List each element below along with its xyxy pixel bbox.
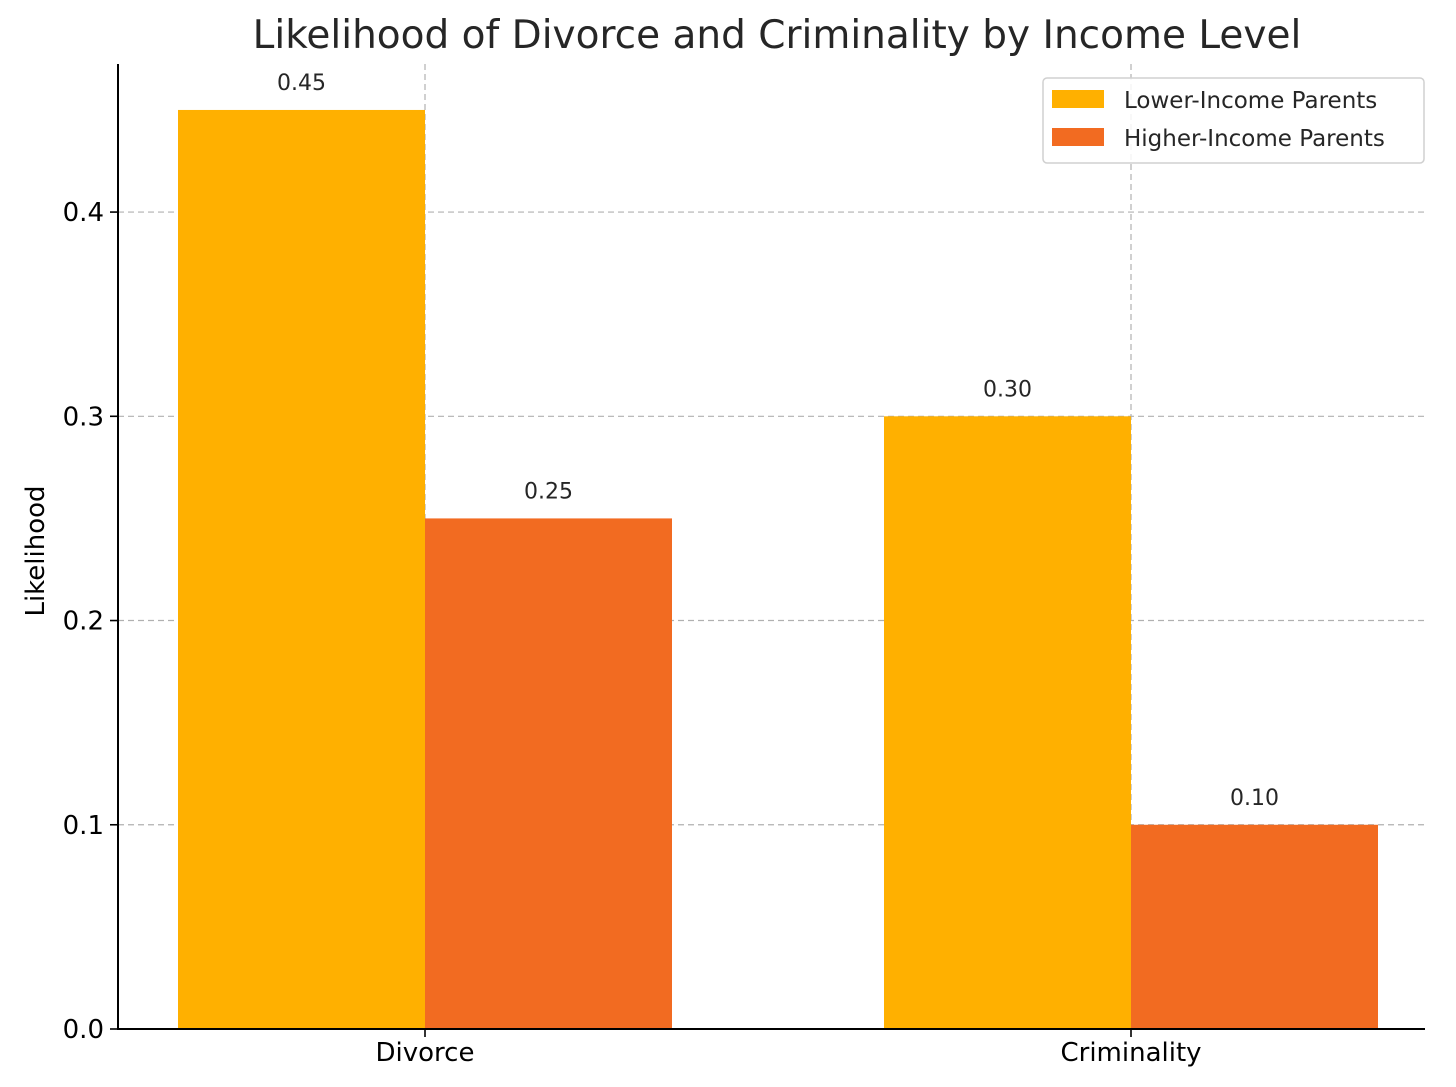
y-tick-label-0: 0.0 xyxy=(63,1015,104,1045)
legend: Lower-Income Parents Higher-Income Paren… xyxy=(1042,77,1425,164)
legend-swatch-lower-income xyxy=(1052,90,1104,108)
legend-label-lower-income: Lower-Income Parents xyxy=(1124,88,1377,114)
x-tick-label-divorce: Divorce xyxy=(376,1038,475,1068)
y-tick-label-1: 0.1 xyxy=(63,811,104,841)
value-label-criminality-lower-income: 0.30 xyxy=(983,377,1032,402)
value-label-divorce-higher-income: 0.25 xyxy=(524,479,573,504)
y-ticks: 0.0 0.1 0.2 0.3 0.4 xyxy=(63,198,118,1045)
bar-divorce-higher-income xyxy=(425,518,672,1029)
x-tick-label-criminality: Criminality xyxy=(1060,1038,1201,1068)
bar-divorce-lower-income xyxy=(178,109,425,1029)
bar-criminality-higher-income xyxy=(1131,824,1378,1029)
legend-box xyxy=(1042,77,1425,164)
y-axis-label: Likelihood xyxy=(21,485,51,616)
chart-title: Likelihood of Divorce and Criminality by… xyxy=(253,13,1302,58)
y-tick-label-3: 0.3 xyxy=(63,402,104,432)
legend-swatch-higher-income xyxy=(1052,128,1104,146)
bars xyxy=(178,109,1378,1029)
legend-label-higher-income: Higher-Income Parents xyxy=(1124,126,1385,152)
x-ticks: Divorce Criminality xyxy=(376,1029,1202,1068)
y-tick-label-2: 0.2 xyxy=(63,607,104,637)
bar-criminality-lower-income xyxy=(884,416,1131,1029)
y-tick-label-4: 0.4 xyxy=(63,198,104,228)
value-labels: 0.45 0.30 0.25 0.10 xyxy=(277,71,1279,811)
value-label-divorce-lower-income: 0.45 xyxy=(277,71,326,96)
axes xyxy=(117,64,1425,1030)
value-label-criminality-higher-income: 0.10 xyxy=(1230,786,1279,811)
